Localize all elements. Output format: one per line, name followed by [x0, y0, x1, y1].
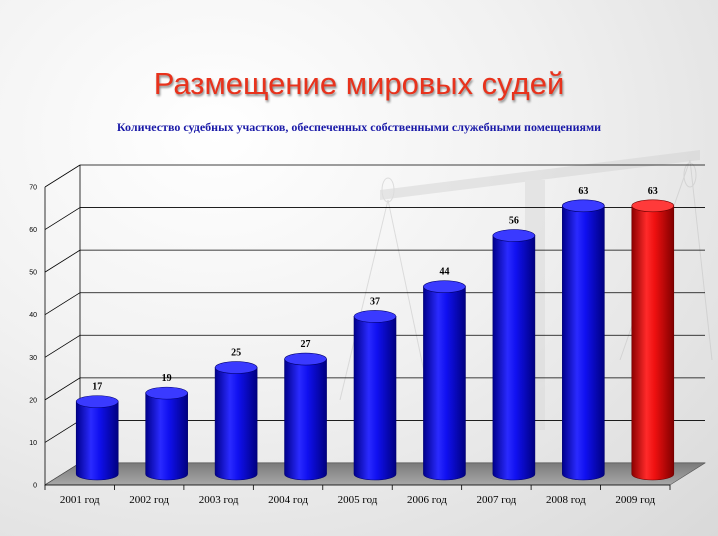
gridline-depth	[44, 334, 81, 358]
y-tick-label: 60	[29, 227, 37, 234]
bar	[423, 280, 466, 481]
bar-body	[562, 205, 605, 481]
bar	[145, 386, 188, 481]
bar-top	[562, 199, 605, 213]
y-tick-label: 30	[29, 355, 37, 362]
chart-subtitle: Количество судебных участков, обеспеченн…	[116, 120, 602, 134]
data-label: 19	[162, 373, 172, 384]
bar-body	[214, 367, 258, 481]
gridline-depth	[44, 292, 81, 316]
x-tick-label: 2005 год	[338, 494, 378, 506]
bar-body	[631, 205, 675, 481]
gridline-depth	[44, 377, 81, 401]
x-tick-label: 2009 год	[615, 494, 655, 506]
x-tick-label: 2004 год	[268, 494, 308, 506]
data-label: 27	[301, 339, 311, 350]
y-tick-label: 20	[29, 397, 37, 404]
bar-body	[353, 316, 397, 481]
chart-title: Размещение мировых судей	[153, 66, 565, 101]
y-tick-label: 70	[29, 185, 37, 192]
gridline-depth	[44, 420, 81, 443]
bar-top	[492, 229, 536, 242]
bar-body	[423, 286, 466, 481]
bar	[353, 310, 397, 481]
bar	[631, 199, 675, 481]
y-tick-label: 0	[33, 483, 37, 490]
y-tick-label: 50	[29, 270, 37, 277]
gridline-depth	[44, 207, 81, 230]
bar-body	[75, 401, 119, 481]
data-label: 25	[231, 348, 241, 359]
x-tick-label: 2007 год	[476, 494, 516, 506]
bar-top	[145, 386, 188, 400]
bar-body	[492, 235, 536, 481]
bar-top	[631, 199, 675, 213]
chart-bars	[75, 199, 675, 481]
data-label: 63	[578, 186, 588, 197]
data-label: 17	[92, 382, 102, 393]
x-tick-label: 2006 год	[407, 494, 447, 506]
bar-top	[423, 280, 466, 293]
gridline-depth	[44, 249, 81, 273]
bar	[492, 229, 536, 481]
data-label: 37	[370, 296, 380, 307]
x-tick-label: 2003 год	[199, 494, 239, 506]
x-tick-label: 2002 год	[129, 494, 169, 506]
bar	[284, 352, 327, 481]
bar-top	[353, 310, 397, 323]
data-label: 56	[509, 216, 519, 227]
bar	[214, 361, 258, 481]
x-tick-label: 2008 год	[546, 494, 586, 506]
y-tick-label: 10	[29, 440, 37, 447]
y-tick-label: 40	[29, 312, 37, 319]
chart-labels: 17 2001 год 19 2002 год 25 2003 год 27 2004 год…	[60, 186, 658, 506]
bar-top	[75, 395, 119, 408]
bar-body	[284, 358, 327, 481]
bar	[562, 199, 605, 481]
bar	[75, 395, 119, 481]
data-label: 63	[648, 186, 658, 197]
bar-top	[214, 361, 258, 374]
x-tick-label: 2001 год	[60, 494, 100, 506]
gridline-depth	[44, 164, 81, 188]
data-label: 44	[439, 267, 449, 278]
bar-body	[145, 392, 188, 481]
bar-top	[284, 352, 327, 366]
